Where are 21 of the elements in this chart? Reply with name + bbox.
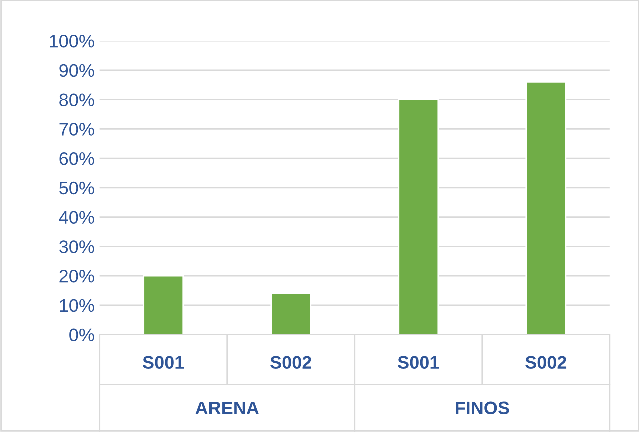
x-tick-label: S001 (398, 356, 440, 370)
y-tick-label: 50% (60, 182, 94, 195)
y-tick-label: 0% (70, 328, 94, 342)
y-tick-label: 10% (60, 299, 94, 312)
bar (398, 99, 440, 335)
bar (143, 275, 184, 335)
text: FINOS (456, 402, 510, 415)
bar (526, 81, 567, 335)
text: ARENA (196, 402, 259, 414)
y-tick-label: 40% (59, 211, 94, 224)
y-tick-label: 70% (60, 123, 94, 136)
y-tick-label: 90% (60, 64, 94, 78)
y-tick-label: 80% (60, 94, 94, 107)
x-tick-label: S002 (526, 356, 567, 370)
y-tick-label: 100% (50, 34, 94, 48)
y-tick-label: 20% (60, 270, 94, 283)
y-tick-label: 60% (60, 152, 94, 166)
bar (270, 292, 312, 335)
x-tick-label: S001 (143, 356, 184, 370)
x-tick-label: S002 (270, 356, 312, 370)
y-tick-label: 30% (60, 240, 94, 254)
